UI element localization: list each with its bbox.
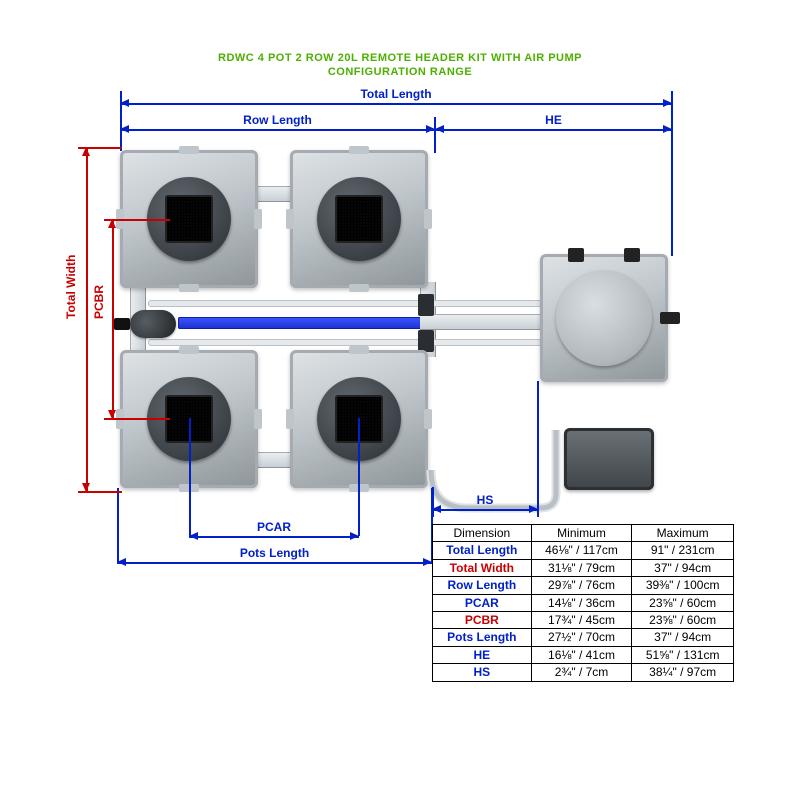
table-row: Row Length29⅞" / 76cm39⅜" / 100cm xyxy=(433,577,734,594)
manifold-bottom xyxy=(148,339,542,346)
table-row: Total Length46⅛" / 117cm91" / 231cm xyxy=(433,542,734,559)
table-row: PCBR17¾" / 45cm23⅝" / 60cm xyxy=(433,611,734,628)
dimension-table: Dimension Minimum Maximum Total Length46… xyxy=(432,524,734,682)
manifold-top xyxy=(148,300,542,307)
tee-bot xyxy=(418,330,434,352)
tee-top xyxy=(418,294,434,316)
table-row: PCAR14⅛" / 36cm23⅝" / 60cm xyxy=(433,594,734,611)
pipe-to-header xyxy=(420,314,544,330)
th-dimension: Dimension xyxy=(433,525,532,542)
header-pot xyxy=(540,254,668,382)
air-pump xyxy=(564,428,654,490)
table-row: HS2¾" / 7cm38¼" / 97cm xyxy=(433,664,734,681)
th-min: Minimum xyxy=(531,525,632,542)
table-row: Pots Length27½" / 70cm37" / 94cm xyxy=(433,629,734,646)
pot-top-right xyxy=(290,150,428,288)
circulation-pump xyxy=(130,310,176,338)
table-row: Total Width31⅛" / 79cm37" / 94cm xyxy=(433,559,734,576)
diagram-title: RDWC 4 POT 2 ROW 20L REMOTE HEADER KIT W… xyxy=(0,52,800,80)
th-max: Maximum xyxy=(632,525,734,542)
table-row: HE16⅛" / 41cm51⅝" / 131cm xyxy=(433,646,734,663)
